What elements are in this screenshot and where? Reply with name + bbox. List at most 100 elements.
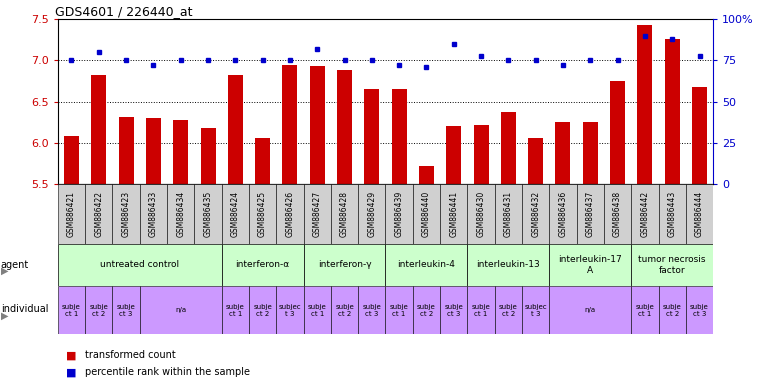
- Bar: [194, 184, 222, 244]
- Bar: [359, 184, 386, 244]
- Text: subje
ct 1: subje ct 1: [390, 304, 409, 316]
- Bar: [337, 70, 352, 184]
- Bar: [221, 184, 249, 244]
- Bar: [58, 286, 85, 334]
- Text: subje
ct 2: subje ct 2: [253, 304, 272, 316]
- Bar: [58, 184, 85, 244]
- Text: GSM886424: GSM886424: [231, 191, 240, 237]
- Bar: [467, 244, 549, 286]
- Text: GSM886427: GSM886427: [313, 191, 322, 237]
- Bar: [85, 286, 113, 334]
- Text: subje
ct 2: subje ct 2: [499, 304, 518, 316]
- Text: GSM886442: GSM886442: [641, 191, 649, 237]
- Text: subje
ct 3: subje ct 3: [362, 304, 381, 316]
- Text: GSM886428: GSM886428: [340, 191, 349, 237]
- Bar: [386, 286, 412, 334]
- Bar: [686, 184, 713, 244]
- Bar: [631, 184, 658, 244]
- Bar: [304, 286, 331, 334]
- Bar: [501, 112, 516, 184]
- Text: n/a: n/a: [584, 307, 596, 313]
- Text: GSM886421: GSM886421: [67, 191, 76, 237]
- Bar: [249, 184, 276, 244]
- Text: GSM886435: GSM886435: [204, 191, 213, 237]
- Text: subje
ct 3: subje ct 3: [116, 304, 136, 316]
- Text: subje
ct 3: subje ct 3: [690, 304, 709, 316]
- Bar: [310, 66, 325, 184]
- Text: GSM886423: GSM886423: [122, 191, 130, 237]
- Bar: [85, 184, 113, 244]
- Text: GSM886433: GSM886433: [149, 191, 158, 237]
- Text: GSM886444: GSM886444: [695, 191, 704, 237]
- Text: GSM886432: GSM886432: [531, 191, 540, 237]
- Text: GSM886422: GSM886422: [94, 191, 103, 237]
- Text: GSM886437: GSM886437: [586, 191, 594, 237]
- Text: subje
ct 2: subje ct 2: [335, 304, 354, 316]
- Bar: [692, 87, 707, 184]
- Bar: [665, 39, 680, 184]
- Bar: [446, 126, 461, 184]
- Bar: [473, 125, 489, 184]
- Text: GSM886429: GSM886429: [367, 191, 376, 237]
- Bar: [638, 25, 652, 184]
- Bar: [276, 184, 304, 244]
- Bar: [113, 184, 140, 244]
- Bar: [331, 184, 359, 244]
- Bar: [440, 286, 467, 334]
- Bar: [282, 65, 298, 184]
- Bar: [610, 81, 625, 184]
- Text: GSM886439: GSM886439: [395, 191, 404, 237]
- Text: interleukin-17
A: interleukin-17 A: [558, 255, 622, 275]
- Bar: [276, 286, 304, 334]
- Text: GSM886434: GSM886434: [177, 191, 185, 237]
- Bar: [249, 286, 276, 334]
- Text: subje
ct 1: subje ct 1: [226, 304, 244, 316]
- Text: ▶: ▶: [1, 266, 8, 276]
- Bar: [583, 122, 598, 184]
- Bar: [113, 286, 140, 334]
- Bar: [495, 184, 522, 244]
- Bar: [331, 286, 359, 334]
- Bar: [140, 184, 167, 244]
- Bar: [522, 286, 549, 334]
- Bar: [386, 244, 467, 286]
- Text: individual: individual: [1, 304, 49, 314]
- Bar: [58, 244, 221, 286]
- Bar: [359, 286, 386, 334]
- Text: subjec
t 3: subjec t 3: [524, 304, 547, 316]
- Bar: [528, 138, 544, 184]
- Text: GSM886436: GSM886436: [558, 191, 567, 237]
- Text: untreated control: untreated control: [100, 260, 180, 270]
- Bar: [686, 286, 713, 334]
- Bar: [140, 286, 221, 334]
- Bar: [549, 286, 631, 334]
- Text: interferon-γ: interferon-γ: [318, 260, 372, 270]
- Bar: [304, 184, 331, 244]
- Bar: [392, 89, 406, 184]
- Text: ■: ■: [66, 350, 76, 360]
- Bar: [221, 286, 249, 334]
- Text: subje
ct 1: subje ct 1: [62, 304, 81, 316]
- Bar: [64, 136, 79, 184]
- Text: agent: agent: [1, 260, 29, 270]
- Text: interleukin-4: interleukin-4: [398, 260, 456, 270]
- Bar: [555, 122, 571, 184]
- Text: subje
ct 1: subje ct 1: [308, 304, 327, 316]
- Bar: [221, 244, 304, 286]
- Text: interferon-α: interferon-α: [235, 260, 290, 270]
- Bar: [412, 184, 440, 244]
- Bar: [227, 75, 243, 184]
- Bar: [631, 244, 713, 286]
- Bar: [467, 184, 495, 244]
- Text: tumor necrosis
factor: tumor necrosis factor: [638, 255, 706, 275]
- Bar: [631, 286, 658, 334]
- Text: subje
ct 1: subje ct 1: [635, 304, 655, 316]
- Text: subje
ct 2: subje ct 2: [663, 304, 682, 316]
- Bar: [577, 184, 604, 244]
- Bar: [495, 286, 522, 334]
- Text: GSM886426: GSM886426: [285, 191, 295, 237]
- Text: GSM886425: GSM886425: [258, 191, 267, 237]
- Bar: [549, 184, 577, 244]
- Text: subjec
t 3: subjec t 3: [278, 304, 301, 316]
- Text: GSM886443: GSM886443: [668, 191, 677, 237]
